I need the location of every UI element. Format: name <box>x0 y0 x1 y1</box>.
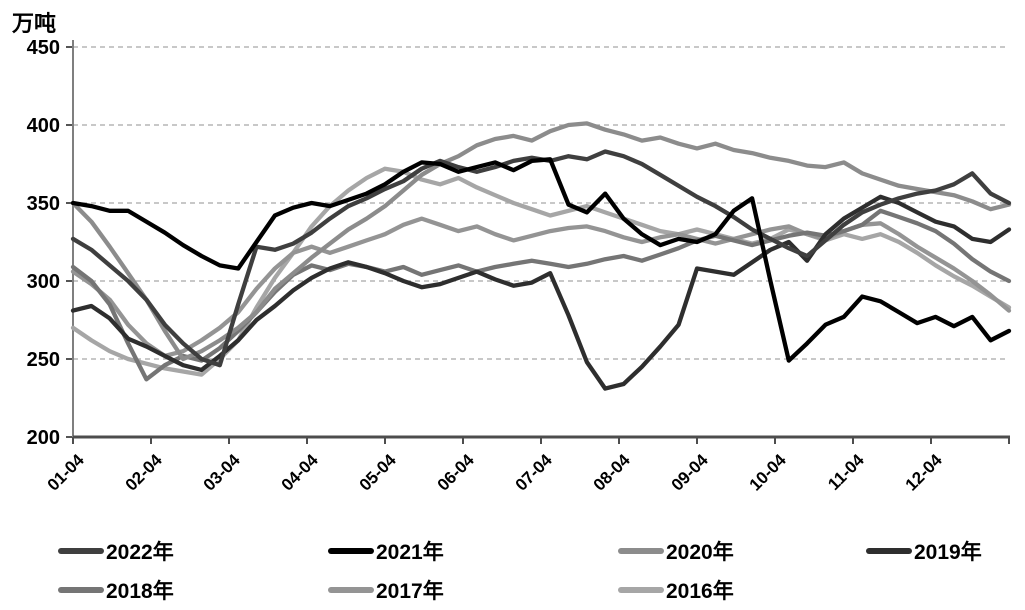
legend-swatch-2016年 <box>618 587 664 593</box>
legend-label-2020年: 2020年 <box>666 541 734 564</box>
x-axis-tick-label: 03-04 <box>200 450 245 495</box>
x-axis-tick-label: 07-04 <box>512 450 557 495</box>
legend-item-2018年: 2018年 <box>58 577 174 603</box>
legend-swatch-2019年 <box>866 548 912 554</box>
y-axis-tick-label: 400 <box>27 115 60 137</box>
x-axis-tick-label: 10-04 <box>746 450 791 495</box>
y-axis-tick-label: 350 <box>27 193 60 215</box>
legend-item-2020年: 2020年 <box>618 538 734 564</box>
x-axis-tick-label: 12-04 <box>902 450 947 495</box>
y-axis-tick-label: 200 <box>27 427 60 449</box>
legend-swatch-2021年 <box>328 548 374 554</box>
legend-item-2019年: 2019年 <box>866 538 982 564</box>
legend-label-2022年: 2022年 <box>106 541 174 564</box>
legend-label-2016年: 2016年 <box>666 580 734 603</box>
x-axis-tick-label: 02-04 <box>122 450 167 495</box>
legend-label-2019年: 2019年 <box>914 541 982 564</box>
x-axis-tick-label: 06-04 <box>434 450 479 495</box>
legend-item-2016年: 2016年 <box>618 577 734 603</box>
legend-item-2017年: 2017年 <box>328 577 444 603</box>
legend-label-2021年: 2021年 <box>376 541 444 564</box>
legend-swatch-2020年 <box>618 548 664 554</box>
x-axis-tick-label: 01-04 <box>44 450 89 495</box>
legend-item-2022年: 2022年 <box>58 538 174 564</box>
x-axis-tick-label: 09-04 <box>668 450 713 495</box>
legend-item-2021年: 2021年 <box>328 538 444 564</box>
y-axis-unit-label: 万吨 <box>12 11 57 37</box>
legend-swatch-2022年 <box>58 548 104 554</box>
legend-swatch-2018年 <box>58 587 104 593</box>
x-axis-tick-label: 04-04 <box>278 450 323 495</box>
legend-label-2017年: 2017年 <box>376 580 444 603</box>
legend-label-2018年: 2018年 <box>106 580 174 603</box>
series-line-2021年 <box>70 157 1012 363</box>
series-line-2019年 <box>70 194 1012 391</box>
x-axis-tick-label: 08-04 <box>590 450 635 495</box>
x-axis-tick-label: 11-04 <box>824 450 868 494</box>
y-axis-tick-label: 250 <box>27 349 60 371</box>
x-axis-tick-label: 05-04 <box>356 450 401 495</box>
legend-swatch-2017年 <box>328 587 374 593</box>
y-axis-tick-label: 300 <box>27 271 60 293</box>
y-axis-tick-label: 450 <box>27 37 60 59</box>
